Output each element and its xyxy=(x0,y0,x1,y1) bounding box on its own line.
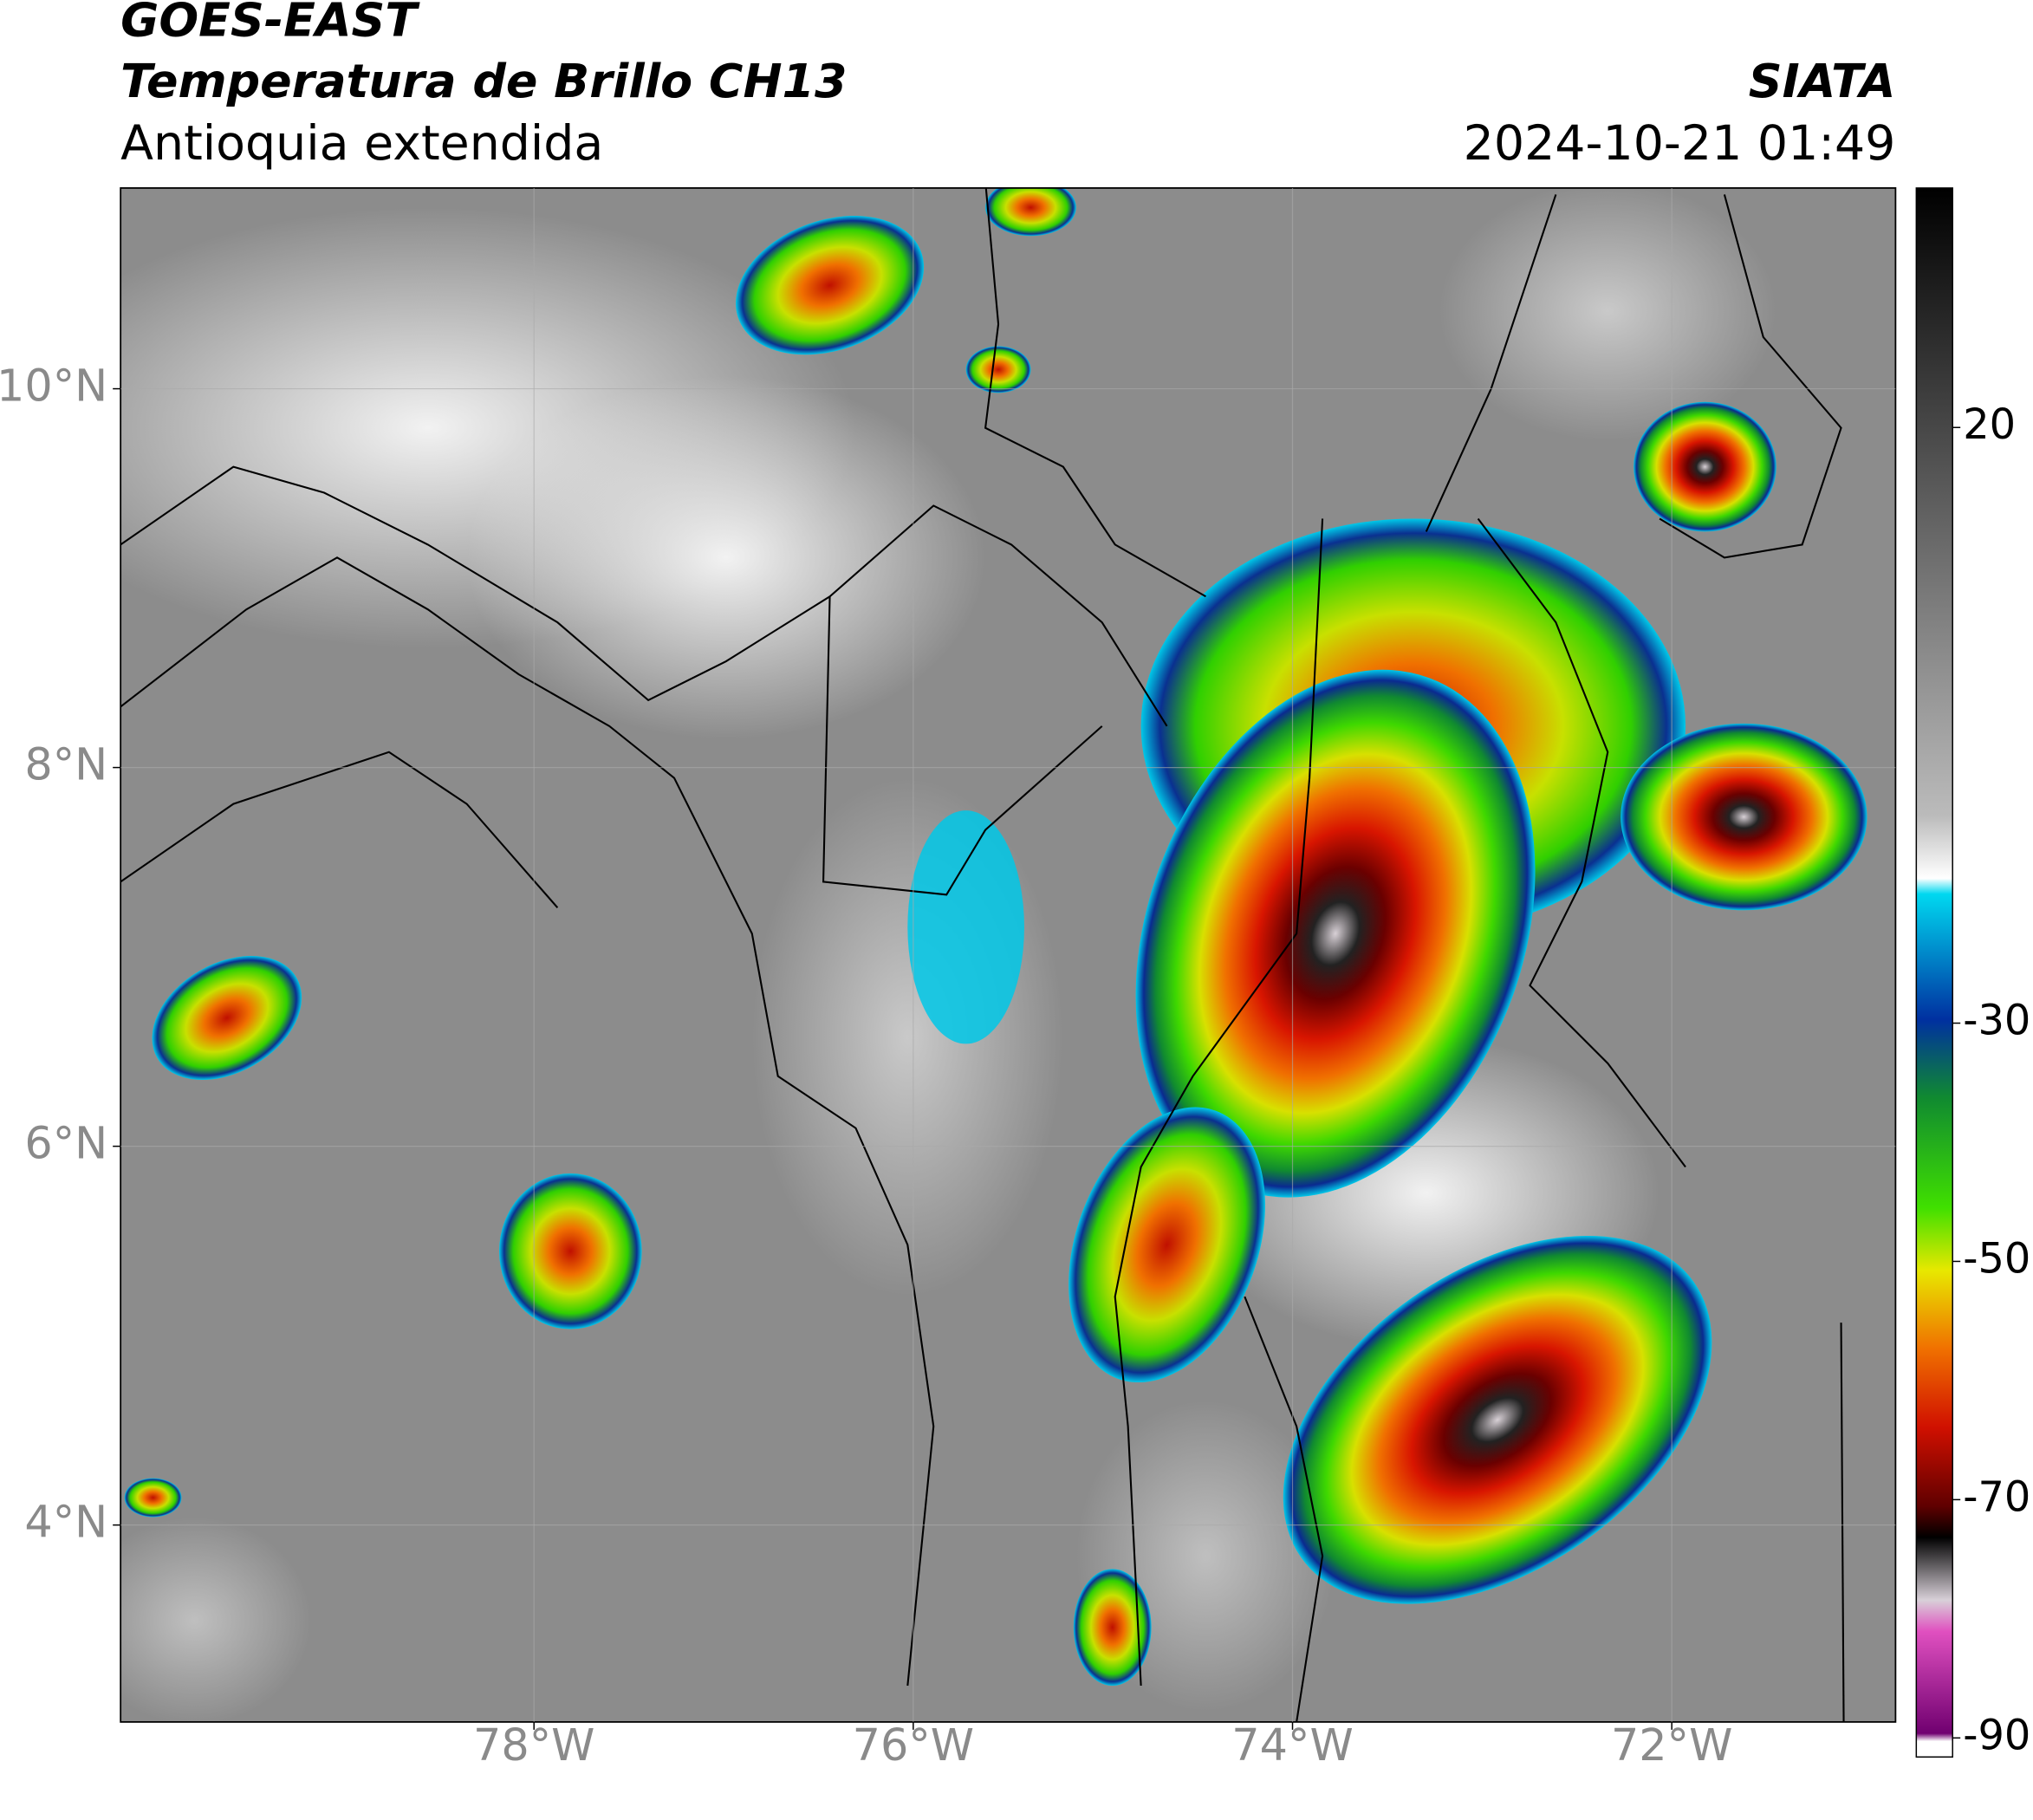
colorbar-tick-label: -50 xyxy=(1963,1235,2030,1283)
datetime: 2024-10-21 01:49 xyxy=(1464,116,1896,172)
storms xyxy=(124,187,1867,1686)
lat-tick-label: 8°N xyxy=(24,739,107,790)
lon-tick-label: 78°W xyxy=(473,1719,594,1771)
map-frame xyxy=(120,187,1897,1723)
agency: SIATA xyxy=(1749,54,1896,108)
lon-tick-label: 74°W xyxy=(1231,1719,1353,1771)
colorbar-tick-label: 20 xyxy=(1963,401,2016,449)
colorbar-tick-label: -30 xyxy=(1963,998,2030,1045)
lon-tick-label: 72°W xyxy=(1611,1719,1732,1771)
lon-tick-label: 76°W xyxy=(853,1719,974,1771)
lat-tick-label: 6°N xyxy=(24,1118,107,1169)
region: Antioquia extendida xyxy=(120,116,603,172)
map xyxy=(120,187,1896,1722)
lat-tick-label: 4°N xyxy=(24,1497,107,1548)
borders xyxy=(120,187,1845,1722)
subtitle: Temperatura de Brillo CH13 xyxy=(120,54,847,108)
lat-tick-label: 10°N xyxy=(0,361,107,412)
colorbar-tick-label: -70 xyxy=(1963,1473,2030,1521)
colorbar-tick-label: -90 xyxy=(1963,1712,2030,1759)
title: GOES-EAST xyxy=(120,0,420,48)
colorbar xyxy=(1915,187,1953,1758)
